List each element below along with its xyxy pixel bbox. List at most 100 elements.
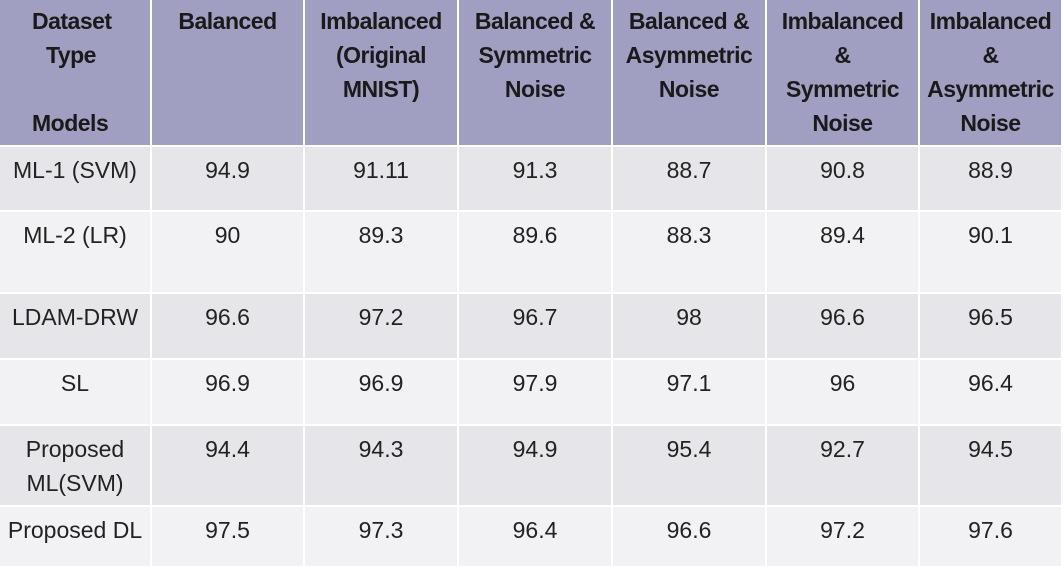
value-cell: 96.7 xyxy=(459,294,611,358)
value-cell: 94.5 xyxy=(920,426,1061,505)
value-cell: 89.4 xyxy=(767,212,918,292)
column-header-line: Imbalanced xyxy=(781,8,904,34)
value-cell: 96.4 xyxy=(920,360,1061,424)
value: 96.6 xyxy=(820,304,865,330)
value-cell: 94.4 xyxy=(152,426,303,505)
value-cell: 89.3 xyxy=(305,212,457,292)
column-header-line: Symmetric xyxy=(478,42,592,68)
column-header-line: Noise xyxy=(960,110,1021,136)
value-cell: 88.3 xyxy=(613,212,765,292)
value: 89.3 xyxy=(358,222,404,248)
value: 96.6 xyxy=(666,517,712,543)
column-header-line: (Original xyxy=(335,42,427,68)
value-cell: 88.9 xyxy=(920,147,1061,210)
value: 97.5 xyxy=(205,517,250,543)
value: 94.3 xyxy=(358,436,404,462)
value-cell: 98 xyxy=(613,294,765,358)
value-cell: 89.6 xyxy=(459,212,611,292)
value-cell: 96.4 xyxy=(459,507,611,566)
value-cell: 91.11 xyxy=(305,147,457,210)
corner-label: Type xyxy=(46,42,96,68)
model-name: ML-2 (LR) xyxy=(23,222,127,248)
value: 96.9 xyxy=(358,370,404,396)
value: 91.3 xyxy=(512,157,558,183)
value: 90.1 xyxy=(968,222,1013,248)
value: 96.7 xyxy=(512,304,558,330)
value: 94.5 xyxy=(968,436,1013,462)
column-header-line: Noise xyxy=(658,76,720,102)
column-header-line: Symmetric xyxy=(785,76,900,102)
value-cell: 94.9 xyxy=(152,147,303,210)
value: 92.7 xyxy=(820,436,865,462)
models-label: Models xyxy=(32,110,109,136)
value-cell: 96.6 xyxy=(613,507,765,566)
value-cell: 90.8 xyxy=(767,147,918,210)
value: 94.9 xyxy=(205,157,250,183)
value-cell: 90 xyxy=(152,212,303,292)
model-cell: LDAM-DRW xyxy=(0,294,150,358)
value-cell: 97.9 xyxy=(459,360,611,424)
column-header-line: Noise xyxy=(504,76,566,102)
value: 98 xyxy=(676,304,702,330)
value: 88.7 xyxy=(666,157,712,183)
model-name: ML-1 (SVM) xyxy=(13,157,137,183)
value-cell: 96.9 xyxy=(305,360,457,424)
model-cell: Proposed ML(SVM) xyxy=(0,426,150,505)
column-header-line: MNIST) xyxy=(342,76,420,102)
value: 90.8 xyxy=(820,157,865,183)
column-header: Imbalanced (Original MNIST) xyxy=(305,0,457,145)
value: 97.2 xyxy=(358,304,404,330)
value: 97.1 xyxy=(666,370,712,396)
model-name: LDAM-DRW xyxy=(11,304,139,330)
value-cell: 97.1 xyxy=(613,360,765,424)
column-header-line: Asymmetric xyxy=(625,42,753,68)
value: 90 xyxy=(214,222,241,248)
model-cell: Proposed DL xyxy=(0,507,150,566)
value-cell: 91.3 xyxy=(459,147,611,210)
column-header: Balanced & Asymmetric Noise xyxy=(613,0,765,145)
value-cell: 96 xyxy=(767,360,918,424)
value: 95.4 xyxy=(666,436,712,462)
column-header: Imbalanced & Asymmetric Noise xyxy=(920,0,1061,145)
value: 89.4 xyxy=(820,222,865,248)
column-header-line: & xyxy=(834,42,851,68)
value-cell: 96.6 xyxy=(152,294,303,358)
column-header: Imbalanced & Symmetric Noise xyxy=(767,0,918,145)
column-header-line: Balanced & xyxy=(474,8,596,34)
value: 97.3 xyxy=(358,517,404,543)
value: 96 xyxy=(829,370,856,396)
value: 96.6 xyxy=(205,304,250,330)
value-cell: 95.4 xyxy=(613,426,765,505)
model-name: SL xyxy=(60,370,90,396)
value: 88.3 xyxy=(666,222,712,248)
column-header-line: Imbalanced xyxy=(320,8,442,34)
corner-label: Dataset xyxy=(32,8,112,34)
value: 96.4 xyxy=(968,370,1013,396)
value-cell: 97.6 xyxy=(920,507,1061,566)
column-header-line: Asymmetric xyxy=(927,76,1054,102)
model-cell: ML-1 (SVM) xyxy=(0,147,150,210)
value-cell: 97.2 xyxy=(305,294,457,358)
value: 96.5 xyxy=(968,304,1013,330)
column-header-line: & xyxy=(982,42,999,68)
value-cell: 96.6 xyxy=(767,294,918,358)
column-header-line: Balanced xyxy=(178,8,277,34)
value-cell: 96.9 xyxy=(152,360,303,424)
value-cell: 88.7 xyxy=(613,147,765,210)
column-header: Balanced & Symmetric Noise xyxy=(459,0,611,145)
value: 94.4 xyxy=(205,436,250,462)
column-header-line: Imbalanced xyxy=(929,8,1052,34)
value: 97.9 xyxy=(512,370,558,396)
value: 91.11 xyxy=(353,157,409,183)
model-name: ML(SVM) xyxy=(26,470,124,496)
model-name: Proposed DL xyxy=(7,517,143,543)
value: 89.6 xyxy=(512,222,558,248)
value-cell: 97.2 xyxy=(767,507,918,566)
value-cell: 96.5 xyxy=(920,294,1061,358)
value-cell: 92.7 xyxy=(767,426,918,505)
model-cell: ML-2 (LR) xyxy=(0,212,150,292)
value-cell: 97.3 xyxy=(305,507,457,566)
column-header-line: Noise xyxy=(812,110,873,136)
value-cell: 94.9 xyxy=(459,426,611,505)
